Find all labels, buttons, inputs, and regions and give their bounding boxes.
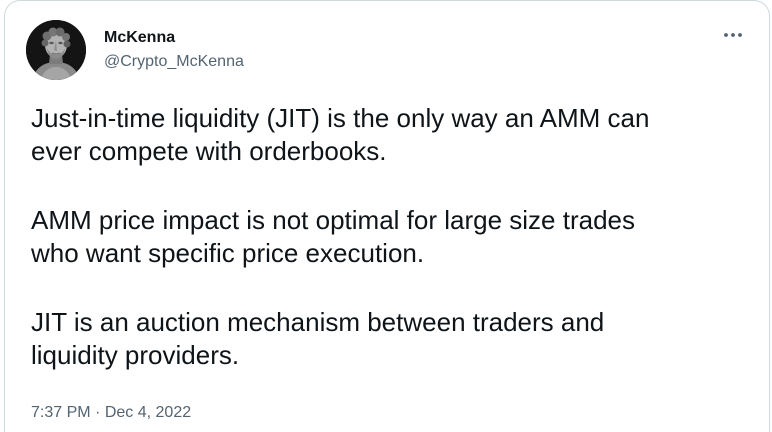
tweet-text: Just-in-time liquidity (JIT) is the only… <box>31 102 746 372</box>
more-options-button[interactable] <box>721 23 745 47</box>
author-display-name[interactable]: McKenna <box>104 29 176 46</box>
more-horizontal-icon <box>724 33 742 37</box>
tweet-paragraph: JIT is an auction mechanism between trad… <box>31 307 605 370</box>
timestamp-separator: · <box>95 404 101 421</box>
tweet-date[interactable]: Dec 4, 2022 <box>104 404 192 421</box>
tweet-paragraph: AMM price impact is not optimal for larg… <box>31 205 635 268</box>
tweet-card: McKenna @Crypto_McKenna Just-in-time liq… <box>4 0 770 432</box>
statue-avatar-image <box>26 20 86 80</box>
author-handle[interactable]: @Crypto_McKenna <box>104 53 244 70</box>
avatar[interactable] <box>26 20 86 80</box>
tweet-timestamp: 7:37 PM · Dec 4, 2022 <box>31 403 191 423</box>
tweet-time[interactable]: 7:37 PM <box>31 404 91 421</box>
tweet-paragraph: Just-in-time liquidity (JIT) is the only… <box>31 103 650 166</box>
